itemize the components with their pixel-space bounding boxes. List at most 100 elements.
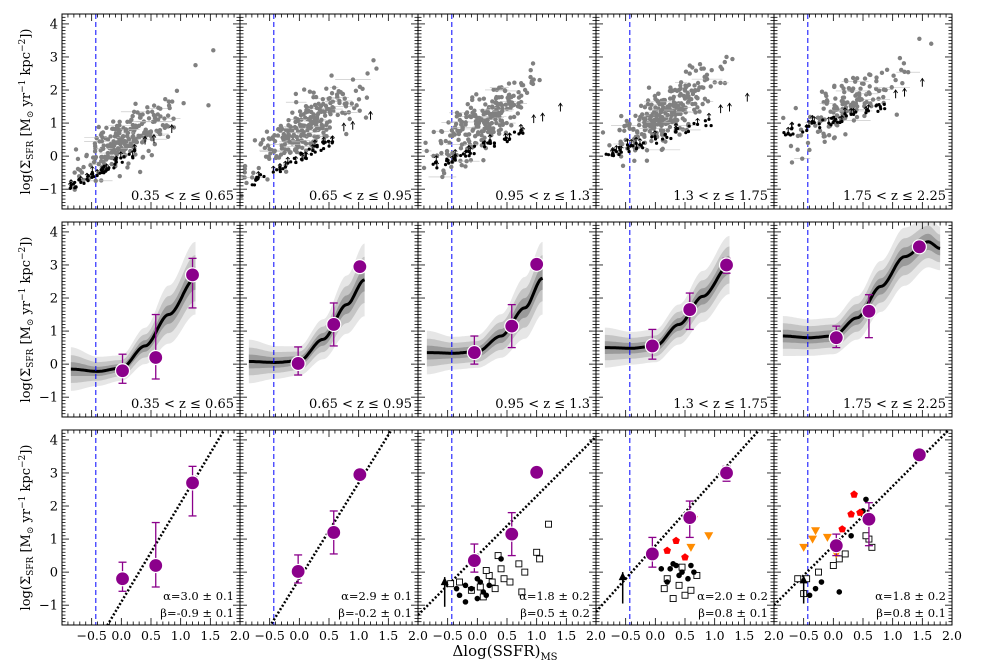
open-square-point	[518, 588, 526, 596]
lower-limit-point	[876, 109, 880, 113]
scatter-point	[297, 122, 303, 127]
scatter-point	[624, 118, 629, 124]
scatter-point	[342, 101, 347, 107]
scatter-point	[258, 142, 263, 147]
scatter-point	[363, 115, 369, 120]
plot-area	[240, 14, 379, 209]
scatter-point	[689, 88, 694, 93]
lower-limit-point	[650, 135, 654, 139]
median-point	[148, 557, 164, 574]
y-tick-label: 3	[50, 50, 58, 65]
lower-limit-point	[254, 178, 258, 182]
arrow-head	[727, 102, 732, 107]
lower-limit-point	[472, 152, 476, 156]
median-point	[290, 563, 306, 580]
lower-limit-point	[101, 167, 105, 171]
arrow-head	[453, 153, 458, 157]
scatter-point	[701, 85, 706, 90]
lower-limit-point	[817, 122, 821, 126]
redshift-bin-label: 0.95 < z ≤ 1.3	[495, 189, 590, 204]
scatter-point	[135, 110, 140, 115]
x-tick-label: 1.5	[912, 628, 932, 643]
median-point	[326, 316, 342, 333]
scatter-point	[321, 130, 326, 135]
lower-limit-point	[278, 169, 282, 174]
scatter-point	[334, 92, 340, 97]
scatter-point	[327, 125, 332, 130]
scatter-point	[515, 111, 521, 116]
scatter-point	[438, 138, 443, 144]
lower-limit-point	[709, 123, 713, 128]
scatter-point	[826, 133, 832, 138]
y-tick-label: 1	[50, 325, 58, 340]
scatter-point	[326, 96, 331, 101]
scatter-point	[491, 87, 496, 92]
scatter-point	[134, 139, 140, 145]
scatter-point	[121, 149, 126, 154]
scatter-point	[306, 132, 311, 137]
x-tick-label: −0.5	[432, 628, 462, 643]
lower-limit-point	[854, 110, 858, 114]
y-axis-label-row-2: log(ΣSFR [M⊙ yr−1 kpc−2])	[18, 237, 36, 403]
scatter-point	[101, 143, 106, 148]
scatter-point	[482, 135, 487, 140]
linear-fit-line	[106, 430, 226, 625]
ticks	[773, 14, 953, 209]
lower-limit-point	[611, 154, 616, 158]
label-sup: −2	[18, 247, 28, 260]
scatter-point	[305, 117, 310, 122]
arrow-head	[94, 169, 100, 172]
label-part: log(Σ	[19, 368, 34, 403]
confidence-band-1	[426, 241, 543, 375]
scatter-point	[123, 142, 128, 148]
arrow-head	[449, 155, 455, 159]
panel-r3-c2: α=2.9 ± 0.1 β=-0.2 ± 0.1 −0.5 0.0 0.5 1.0 1.5 2…	[239, 429, 428, 643]
scatter-point	[874, 79, 879, 84]
scatter-point	[337, 100, 342, 106]
scatter-point	[877, 88, 882, 93]
scatter-point	[868, 101, 873, 106]
scatter-point	[158, 114, 163, 119]
scatter-point	[146, 148, 151, 154]
scatter-point	[463, 111, 469, 117]
lower-limit-point	[464, 149, 468, 153]
scatter-point	[128, 126, 133, 132]
median-point	[114, 571, 131, 587]
scatter-point	[294, 99, 299, 105]
scatter-point	[879, 70, 885, 76]
scatter-point	[687, 63, 692, 68]
scatter-point	[251, 170, 256, 176]
black-dot-point	[498, 556, 504, 562]
arrow-head	[142, 135, 148, 140]
arrow-head	[625, 138, 630, 142]
lower-limit-point	[289, 160, 293, 164]
scatter-point	[335, 112, 340, 118]
x-tick-label: 2.0	[586, 628, 606, 643]
beta-label: β=-0.2 ± 0.1	[338, 606, 412, 620]
scatter-point	[493, 117, 498, 122]
arrow-head	[806, 119, 812, 123]
arrow-head	[277, 163, 283, 166]
y-tick-label: 2	[50, 84, 58, 99]
plot-area	[70, 222, 201, 417]
scatter-point	[149, 109, 155, 114]
scatter-point	[724, 54, 729, 60]
scatter-point	[496, 110, 501, 116]
scatter-point	[453, 121, 459, 127]
x-tick-label: −0.5	[610, 628, 640, 643]
scatter-point	[512, 80, 517, 85]
lower-limit-point	[319, 148, 323, 152]
scatter-point	[718, 80, 723, 86]
lower-limit-point	[517, 132, 521, 136]
scatter-point	[472, 140, 478, 146]
scatter-point	[328, 100, 333, 106]
scatter-point	[673, 87, 678, 93]
median-point	[718, 465, 735, 481]
scatter-point	[530, 61, 536, 66]
scatter-point	[667, 88, 673, 94]
scatter-point	[699, 66, 704, 71]
scatter-point	[299, 117, 304, 122]
scatter-point	[309, 104, 314, 110]
y-tick-label: 4	[50, 225, 58, 240]
